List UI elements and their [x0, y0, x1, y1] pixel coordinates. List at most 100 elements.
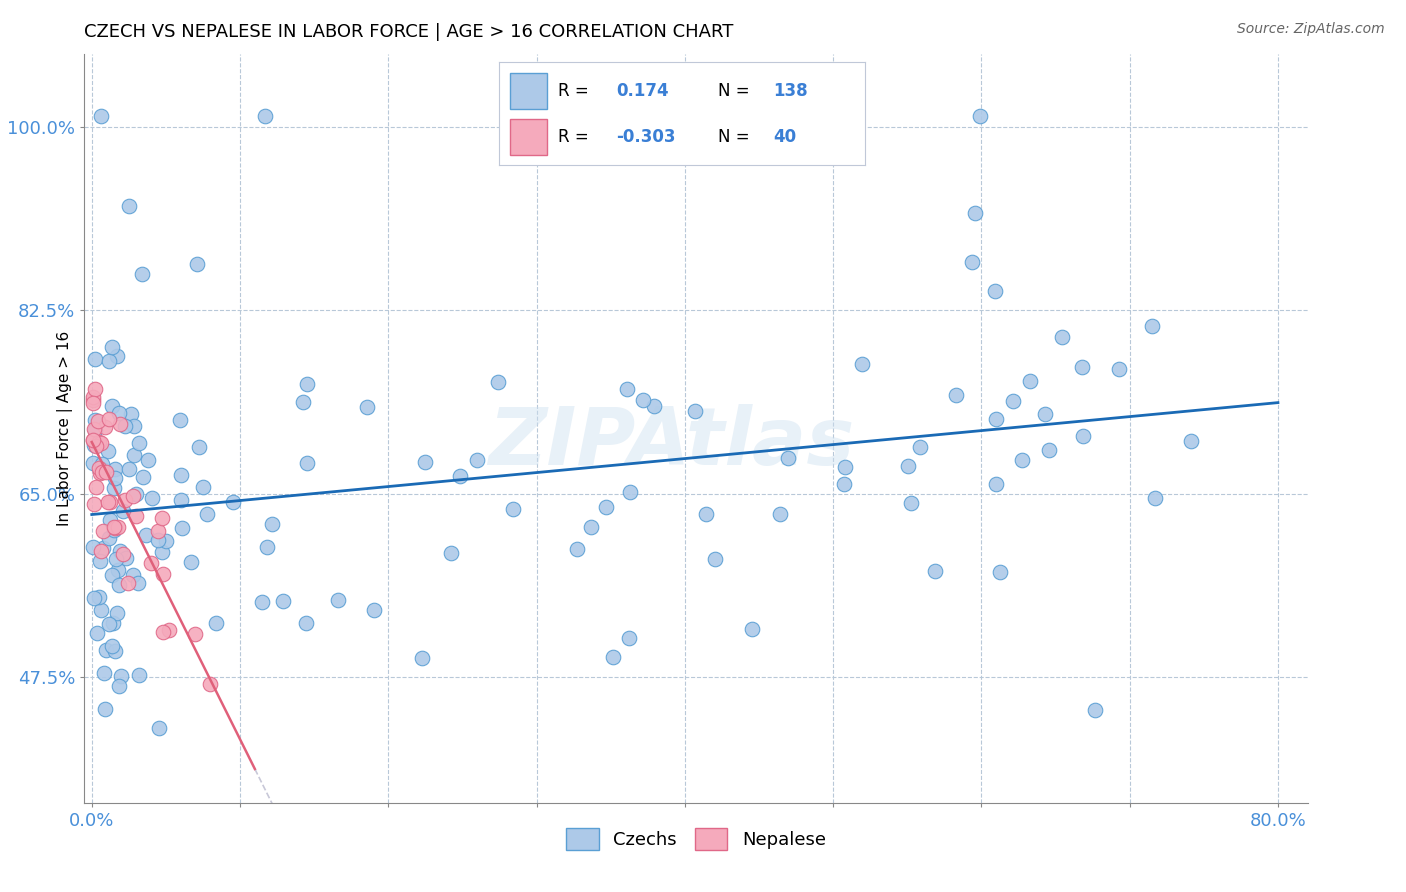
Text: 40: 40	[773, 128, 796, 145]
Point	[128, 436, 150, 450]
Point	[704, 551, 727, 566]
Point	[832, 477, 855, 491]
Point	[292, 394, 315, 409]
Point	[89, 466, 111, 480]
Point	[110, 668, 132, 682]
Text: 138: 138	[773, 82, 808, 100]
Point	[988, 566, 1011, 580]
Point	[960, 255, 983, 269]
Point	[90, 436, 112, 450]
Point	[110, 417, 132, 431]
Point	[89, 590, 111, 604]
Text: CZECH VS NEPALESE IN LABOR FORCE | AGE > 16 CORRELATION CHART: CZECH VS NEPALESE IN LABOR FORCE | AGE >…	[84, 23, 734, 41]
Point	[103, 520, 125, 534]
Point	[695, 507, 717, 521]
Point	[205, 615, 228, 630]
Point	[110, 543, 132, 558]
Text: -0.303: -0.303	[616, 128, 676, 145]
FancyBboxPatch shape	[510, 73, 547, 109]
Point	[297, 456, 319, 470]
Point	[132, 470, 155, 484]
Point	[89, 435, 111, 450]
Point	[98, 617, 121, 632]
Point	[118, 462, 141, 476]
Point	[112, 547, 135, 561]
Point	[1033, 407, 1056, 421]
Point	[93, 541, 115, 556]
Point	[91, 466, 114, 480]
Point	[295, 615, 318, 630]
Point	[1140, 319, 1163, 334]
Point	[191, 480, 214, 494]
Point	[104, 461, 127, 475]
Point	[83, 413, 105, 427]
Point	[571, 109, 593, 123]
Point	[118, 199, 141, 213]
Point	[157, 624, 180, 638]
Point	[413, 455, 436, 469]
Point	[910, 440, 932, 454]
Point	[363, 603, 385, 617]
Point	[89, 460, 111, 475]
Point	[82, 396, 104, 410]
Point	[411, 651, 433, 665]
Point	[93, 666, 115, 681]
Point	[128, 667, 150, 681]
Point	[1073, 429, 1095, 443]
Point	[169, 413, 191, 427]
Point	[117, 575, 139, 590]
Point	[965, 206, 987, 220]
Point	[984, 285, 1007, 299]
Point	[595, 500, 617, 515]
Point	[271, 594, 294, 608]
Point	[172, 521, 194, 535]
Point	[112, 504, 135, 518]
Point	[97, 444, 120, 458]
Point	[108, 406, 131, 420]
Point	[97, 412, 120, 426]
Point	[1108, 362, 1130, 376]
Point	[150, 511, 173, 525]
Point	[1084, 703, 1107, 717]
Point	[105, 606, 128, 620]
Point	[82, 456, 104, 470]
Point	[146, 524, 169, 538]
Point	[82, 393, 104, 408]
Y-axis label: In Labor Force | Age > 16: In Labor Force | Age > 16	[58, 331, 73, 525]
Point	[188, 440, 211, 454]
Point	[467, 453, 489, 467]
Point	[222, 494, 245, 508]
Point	[82, 540, 104, 554]
Point	[97, 353, 120, 368]
Point	[1011, 452, 1033, 467]
Point	[100, 568, 122, 582]
Point	[834, 460, 856, 475]
Point	[90, 457, 112, 471]
Point	[93, 463, 115, 477]
Point	[449, 468, 471, 483]
Point	[616, 383, 638, 397]
Text: N =: N =	[718, 82, 749, 100]
Point	[135, 528, 157, 542]
Point	[89, 554, 111, 568]
Point	[108, 578, 131, 592]
Point	[90, 603, 112, 617]
Point	[1050, 330, 1073, 344]
Text: ZIPAtlas: ZIPAtlas	[488, 404, 855, 483]
Point	[250, 595, 273, 609]
Point	[114, 419, 136, 434]
Point	[1038, 442, 1060, 457]
Point	[136, 453, 159, 467]
Point	[924, 564, 946, 578]
Legend: Czechs, Nepalese: Czechs, Nepalese	[560, 821, 832, 857]
Point	[180, 555, 202, 569]
Point	[170, 468, 193, 483]
Text: N =: N =	[718, 128, 749, 145]
Point	[155, 534, 177, 549]
Point	[101, 640, 124, 654]
Point	[84, 423, 107, 437]
Point	[90, 109, 112, 123]
Point	[984, 412, 1007, 426]
Text: R =: R =	[558, 82, 588, 100]
Point	[108, 679, 131, 693]
